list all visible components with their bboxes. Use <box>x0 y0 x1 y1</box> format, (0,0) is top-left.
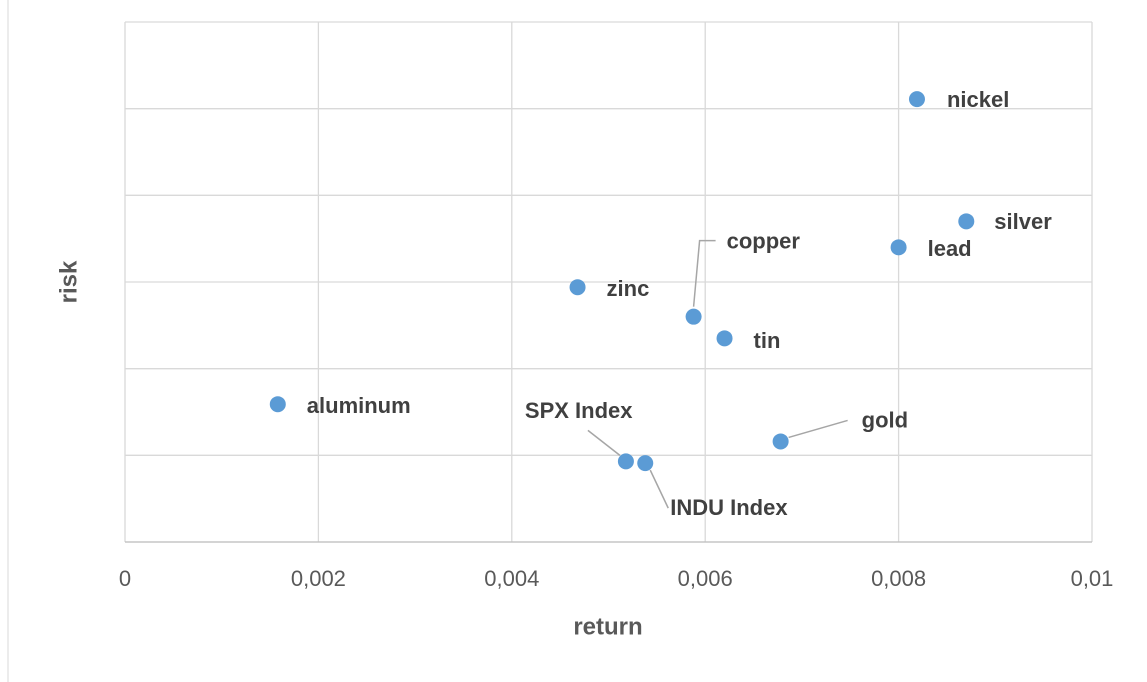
leader-line <box>649 469 669 509</box>
data-label: lead <box>928 236 972 261</box>
point <box>716 330 733 347</box>
point <box>269 396 286 413</box>
x-tick-label: 0,006 <box>678 566 733 591</box>
point <box>617 453 634 470</box>
x-tick-label: 0,01 <box>1071 566 1114 591</box>
x-tick-label: 0,002 <box>291 566 346 591</box>
point <box>685 308 702 325</box>
data-label: aluminum <box>307 393 411 418</box>
leader-line <box>692 239 716 307</box>
data-label: nickel <box>947 87 1009 112</box>
data-label: INDU Index <box>670 495 788 520</box>
data-label: zinc <box>607 276 650 301</box>
point <box>772 433 789 450</box>
leader-line <box>587 429 621 456</box>
point <box>958 213 975 230</box>
x-axis-title: return <box>573 613 642 640</box>
data-label: silver <box>994 209 1052 234</box>
leader-line <box>788 419 848 439</box>
x-tick-label: 0 <box>119 566 131 591</box>
point <box>637 455 654 472</box>
x-tick-label: 0,008 <box>871 566 926 591</box>
point <box>890 239 907 256</box>
data-label: gold <box>862 407 908 432</box>
data-label: SPX Index <box>525 398 633 423</box>
point <box>569 279 586 296</box>
data-label: copper <box>727 228 801 253</box>
x-tick-label: 0,004 <box>484 566 539 591</box>
data-label: tin <box>754 328 781 353</box>
point <box>908 91 925 108</box>
y-axis-title: risk <box>55 260 82 303</box>
